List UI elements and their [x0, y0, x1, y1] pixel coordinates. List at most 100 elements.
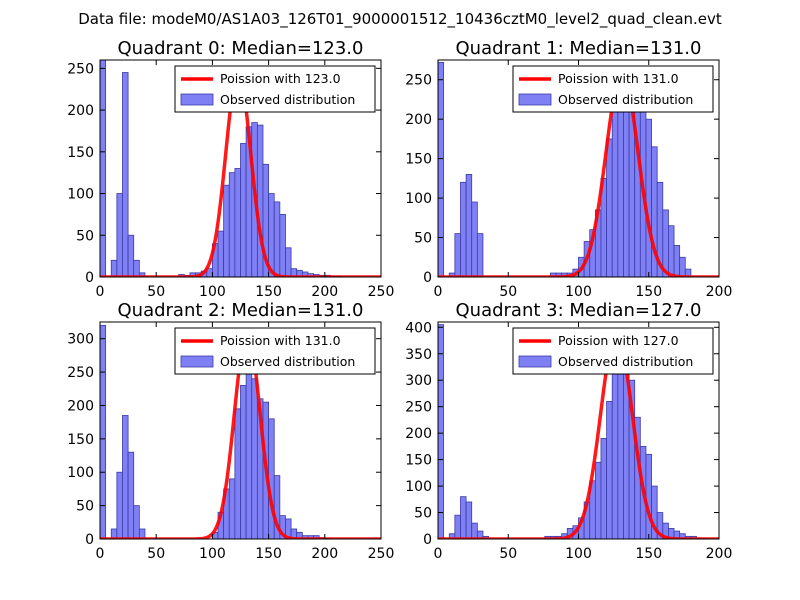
- histogram-bar: [594, 461, 602, 539]
- histogram-bar: [116, 471, 123, 539]
- y-tick-label: 150: [67, 432, 94, 448]
- y-tick-label: 0: [85, 270, 94, 286]
- histogram-bar: [110, 259, 118, 277]
- panel-title: Quadrant 1: Median=131.0: [456, 38, 702, 59]
- panel-1: 0 50 100 150 200 0 50 100 150 200 250 Quadrant 1: M…: [405, 38, 732, 300]
- histogram-bar: [471, 522, 478, 539]
- y-tick-label: 100: [67, 187, 94, 203]
- histogram-bar: [240, 143, 247, 277]
- histogram-bar: [679, 256, 686, 277]
- panel-title: Quadrant 0: Median=123.0: [118, 38, 364, 59]
- histogram-bar: [127, 451, 135, 539]
- x-tick-label: 100: [199, 546, 226, 562]
- legend: Poission with 131.0 Observed distribution: [174, 327, 376, 375]
- y-tick-label: 200: [405, 112, 432, 128]
- y-tick-label: 150: [67, 145, 94, 161]
- legend: Poission with 131.0 Observed distribution: [512, 65, 714, 113]
- legend-label-poisson: Poission with 123.0: [220, 71, 341, 86]
- histogram-bar: [645, 118, 652, 277]
- plot-area: [438, 324, 719, 539]
- x-tick-label: 50: [499, 546, 517, 562]
- y-tick-label: 250: [405, 400, 432, 416]
- y-tick-label: 50: [76, 499, 94, 515]
- histogram-bar: [454, 514, 461, 539]
- histogram-bar: [217, 230, 225, 277]
- histogram-bar: [268, 418, 275, 539]
- histogram-bar: [438, 324, 445, 539]
- y-tick-label: 250: [67, 365, 94, 381]
- y-tick-label: 200: [67, 398, 94, 414]
- x-tick-label: 100: [565, 284, 592, 300]
- histogram-bar: [240, 385, 247, 539]
- histogram-bar: [465, 174, 473, 277]
- y-tick-label: 200: [67, 103, 94, 119]
- x-tick-label: 200: [311, 546, 338, 562]
- x-tick-label: 0: [96, 546, 105, 562]
- x-tick-label: 50: [147, 284, 165, 300]
- histogram-bar: [279, 214, 286, 277]
- legend-bar-swatch: [180, 93, 214, 106]
- histogram-bar: [273, 475, 281, 539]
- histogram-bar: [100, 324, 107, 539]
- histogram-bar: [465, 501, 473, 539]
- y-tick-label: 150: [405, 453, 432, 469]
- histogram-bar: [234, 408, 241, 539]
- figure-suptitle: Data file: modeM0/AS1A03_126T01_90000015…: [78, 10, 722, 29]
- histogram-bar: [634, 87, 641, 277]
- histogram-bar: [668, 225, 675, 277]
- x-tick-label: 150: [255, 546, 282, 562]
- histogram-bar: [256, 124, 264, 277]
- legend-bar-swatch: [518, 93, 552, 106]
- y-tick-label: 100: [405, 191, 432, 207]
- histogram-bar: [285, 247, 292, 277]
- histogram-bar: [138, 528, 146, 539]
- x-tick-label: 250: [368, 546, 395, 562]
- y-tick-label: 100: [405, 479, 432, 495]
- histogram-bar: [273, 201, 281, 277]
- histogram-bar: [645, 453, 652, 539]
- x-tick-label: 200: [706, 284, 733, 300]
- histogram-bar: [617, 110, 624, 277]
- y-tick-label: 350: [405, 347, 432, 363]
- histogram-bar: [122, 72, 129, 277]
- x-tick-label: 150: [635, 284, 662, 300]
- panel-2: 0 50 100 150 200 250 0 50 100 150 200 250 300 Quadran…: [67, 300, 394, 562]
- y-tick-label: 50: [414, 506, 432, 522]
- legend-label-observed: Observed distribution: [220, 92, 355, 107]
- x-tick-label: 200: [311, 284, 338, 300]
- legend-label-poisson: Poission with 127.0: [558, 333, 679, 348]
- histogram-bar: [460, 181, 467, 277]
- histogram-bar: [454, 233, 461, 277]
- panel-0: 0 50 100 150 200 250 0 50 100 150 200 250 Quadrant 0…: [67, 38, 394, 300]
- histogram-bar: [251, 378, 258, 539]
- legend-label-poisson: Poission with 131.0: [558, 71, 679, 86]
- x-tick-label: 0: [434, 546, 443, 562]
- legend-label-observed: Observed distribution: [558, 354, 693, 369]
- panel-title: Quadrant 3: Median=127.0: [456, 300, 702, 321]
- y-tick-label: 50: [76, 228, 94, 244]
- y-tick-label: 300: [405, 373, 432, 389]
- x-tick-label: 50: [147, 546, 165, 562]
- x-tick-label: 150: [255, 284, 282, 300]
- y-tick-label: 300: [67, 332, 94, 348]
- x-tick-label: 0: [434, 284, 443, 300]
- legend-label-observed: Observed distribution: [220, 354, 355, 369]
- histogram-bar: [122, 415, 129, 539]
- histogram-bar: [100, 60, 107, 277]
- legend-label-observed: Observed distribution: [558, 92, 693, 107]
- histogram-bar: [228, 478, 236, 539]
- legend-bar-swatch: [180, 355, 214, 368]
- y-tick-label: 0: [85, 532, 94, 548]
- histogram-bar: [611, 348, 619, 539]
- x-tick-label: 0: [96, 284, 105, 300]
- legend: Poission with 123.0 Observed distribution: [174, 65, 376, 113]
- histogram-bar: [234, 168, 241, 277]
- panel-3: 0 50 100 150 200 0 50 100 150 200 250 300 350 400 Quad…: [405, 300, 732, 562]
- histogram-bar: [600, 438, 607, 539]
- panel-title: Quadrant 2: Median=131.0: [118, 300, 364, 321]
- y-tick-label: 400: [405, 320, 432, 336]
- legend: Poission with 127.0 Observed distribution: [512, 327, 714, 375]
- histogram-bar: [684, 268, 692, 277]
- histogram-bar: [245, 368, 253, 539]
